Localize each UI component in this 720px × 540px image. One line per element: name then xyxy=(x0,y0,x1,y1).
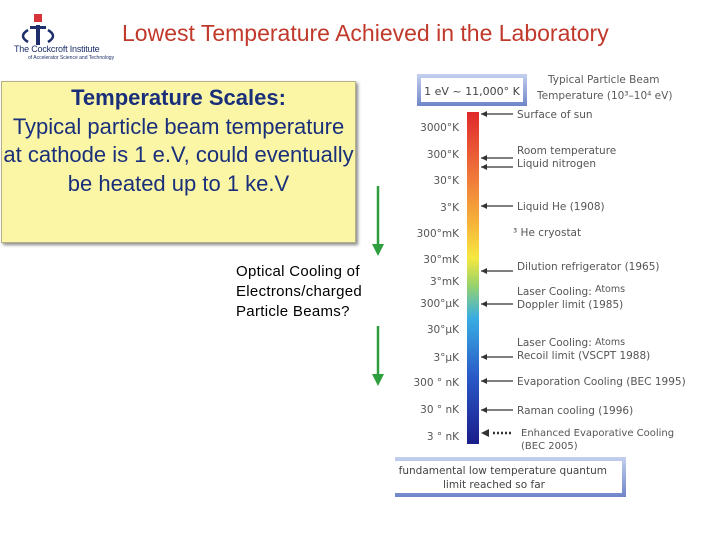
scale-label: 300°K xyxy=(427,149,460,161)
event-label: Laser Cooling: xyxy=(517,337,592,349)
green-arrow-down-icon xyxy=(372,186,384,256)
logo-dot-icon xyxy=(34,14,42,22)
scale-label: 300°μK xyxy=(420,298,460,310)
event-label: ³ He cryostat xyxy=(513,227,581,239)
beam-temperature: Temperature (10³–10⁴ eV) xyxy=(536,90,672,102)
logo-subtitle: of Accelerator Science and Technology xyxy=(28,55,115,61)
page-title: Lowest Temperature Achieved in the Labor… xyxy=(122,20,609,46)
scale-label: 30 ° nK xyxy=(420,404,460,416)
event-label: Liquid nitrogen xyxy=(517,158,596,170)
enhanced-label: Enhanced Evaporative Cooling xyxy=(521,428,674,439)
event-label: Raman cooling (1996) xyxy=(517,405,633,417)
event-tag: Atoms xyxy=(595,284,625,295)
event-label: Laser Cooling: xyxy=(517,286,592,298)
scale-label: 300°mK xyxy=(417,228,461,240)
scales-heading: Temperature Scales: xyxy=(71,85,286,110)
scale-label: 3 ° nK xyxy=(427,431,460,443)
scale-label: 30°μK xyxy=(427,324,460,336)
thermometer-bar xyxy=(467,112,479,444)
event-label: Room temperature xyxy=(517,145,616,157)
green-arrows xyxy=(372,186,384,386)
scale-label: 300 ° nK xyxy=(413,377,460,389)
event-label: Evaporation Cooling (BEC 1995) xyxy=(517,376,686,388)
event-label: Liquid He (1908) xyxy=(517,201,605,213)
event-label: Dilution refrigerator (1965) xyxy=(517,261,660,273)
event-label: Surface of sun xyxy=(517,109,593,121)
temperature-scales-box: Temperature Scales: Typical particle bea… xyxy=(1,81,356,243)
event-tag: Atoms xyxy=(595,337,625,348)
scale-label: 3°K xyxy=(440,202,460,214)
dashed-arrow-icon xyxy=(481,429,513,437)
beam-title: Typical Particle Beam xyxy=(547,74,660,86)
logo-text: The Cockcroft Institute xyxy=(14,44,100,54)
cockcroft-logo xyxy=(21,14,55,45)
ev-box-label: 1 eV ~ 11,000° K xyxy=(424,85,520,98)
scales-body: Typical particle beam temperature at cat… xyxy=(3,113,354,196)
enhanced-label: (BEC 2005) xyxy=(521,441,578,452)
scale-label: 3°mK xyxy=(430,276,460,288)
event-label: Doppler limit (1985) xyxy=(517,299,623,311)
scale-label: 30°mK xyxy=(423,254,460,266)
optical-cooling-text: Optical Cooling of Electrons/charged Par… xyxy=(236,263,363,320)
scale-label: 30°K xyxy=(434,175,461,187)
event-label: Recoil limit (VSCPT 1988) xyxy=(517,350,650,362)
footer-line: No fundamental low temperature quantum xyxy=(395,465,607,477)
temperature-scale-figure: 1 eV ~ 11,000° K Typical Particle Beam T… xyxy=(395,74,686,497)
green-arrow-down-icon xyxy=(372,326,384,386)
scale-label: 3000°K xyxy=(420,122,460,134)
scale-label: 3°μK xyxy=(434,352,461,364)
footer-line: limit reached so far xyxy=(443,479,546,491)
